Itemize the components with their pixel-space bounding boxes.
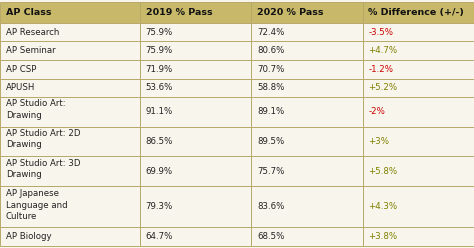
Text: AP Seminar: AP Seminar <box>6 46 55 55</box>
Text: 89.1%: 89.1% <box>257 107 284 117</box>
Bar <box>140 156 251 186</box>
Text: -2%: -2% <box>368 107 385 117</box>
Bar <box>0 60 140 79</box>
Bar <box>0 156 140 186</box>
Text: 80.6%: 80.6% <box>257 46 284 55</box>
Bar <box>251 41 363 60</box>
Bar <box>363 41 474 60</box>
Text: 72.4%: 72.4% <box>257 28 284 37</box>
Bar <box>251 127 363 156</box>
Bar <box>140 2 251 23</box>
Text: AP Japanese
Language and
Culture: AP Japanese Language and Culture <box>6 189 67 221</box>
Text: % Difference (+/-): % Difference (+/-) <box>368 8 464 17</box>
Bar <box>0 41 140 60</box>
Text: 58.8%: 58.8% <box>257 83 284 92</box>
Bar <box>0 227 140 246</box>
Bar <box>251 79 363 97</box>
Bar <box>140 41 251 60</box>
Bar <box>363 227 474 246</box>
Text: 79.3%: 79.3% <box>146 202 173 211</box>
Bar <box>363 79 474 97</box>
Bar <box>140 97 251 127</box>
Text: 53.6%: 53.6% <box>146 83 173 92</box>
Bar <box>251 23 363 41</box>
Bar <box>140 79 251 97</box>
Text: AP Biology: AP Biology <box>6 232 51 241</box>
Text: AP Class: AP Class <box>6 8 51 17</box>
Text: +3%: +3% <box>368 137 389 146</box>
Text: 86.5%: 86.5% <box>146 137 173 146</box>
Bar <box>363 156 474 186</box>
Bar <box>251 156 363 186</box>
Bar <box>363 2 474 23</box>
Text: -1.2%: -1.2% <box>368 65 393 74</box>
Text: 2020 % Pass: 2020 % Pass <box>257 8 323 17</box>
Text: AP CSP: AP CSP <box>6 65 36 74</box>
Text: +4.7%: +4.7% <box>368 46 397 55</box>
Bar <box>251 2 363 23</box>
Bar <box>363 60 474 79</box>
Bar <box>0 186 140 227</box>
Text: +3.8%: +3.8% <box>368 232 397 241</box>
Text: AP Studio Art: 2D
Drawing: AP Studio Art: 2D Drawing <box>6 129 80 149</box>
Text: 70.7%: 70.7% <box>257 65 284 74</box>
Bar <box>363 186 474 227</box>
Bar <box>363 127 474 156</box>
Text: 69.9%: 69.9% <box>146 167 173 176</box>
Text: +5.8%: +5.8% <box>368 167 397 176</box>
Bar <box>140 186 251 227</box>
Bar <box>140 227 251 246</box>
Text: AP Studio Art: 3D
Drawing: AP Studio Art: 3D Drawing <box>6 159 80 179</box>
Bar <box>140 127 251 156</box>
Text: 2019 % Pass: 2019 % Pass <box>146 8 212 17</box>
Bar <box>251 60 363 79</box>
Text: 89.5%: 89.5% <box>257 137 284 146</box>
Text: 68.5%: 68.5% <box>257 232 284 241</box>
Text: +4.3%: +4.3% <box>368 202 397 211</box>
Text: AP Studio Art:
Drawing: AP Studio Art: Drawing <box>6 99 65 120</box>
Bar <box>363 97 474 127</box>
Bar <box>0 79 140 97</box>
Text: 75.9%: 75.9% <box>146 46 173 55</box>
Bar <box>251 186 363 227</box>
Bar <box>140 23 251 41</box>
Bar <box>0 127 140 156</box>
Bar <box>0 97 140 127</box>
Text: 83.6%: 83.6% <box>257 202 284 211</box>
Text: 75.7%: 75.7% <box>257 167 284 176</box>
Text: APUSH: APUSH <box>6 83 35 92</box>
Text: +5.2%: +5.2% <box>368 83 397 92</box>
Bar <box>0 2 140 23</box>
Text: 91.1%: 91.1% <box>146 107 173 117</box>
Bar <box>363 23 474 41</box>
Text: 64.7%: 64.7% <box>146 232 173 241</box>
Text: AP Research: AP Research <box>6 28 59 37</box>
Bar <box>251 227 363 246</box>
Text: -3.5%: -3.5% <box>368 28 393 37</box>
Bar <box>140 60 251 79</box>
Bar <box>0 23 140 41</box>
Text: 75.9%: 75.9% <box>146 28 173 37</box>
Bar <box>251 97 363 127</box>
Text: 71.9%: 71.9% <box>146 65 173 74</box>
